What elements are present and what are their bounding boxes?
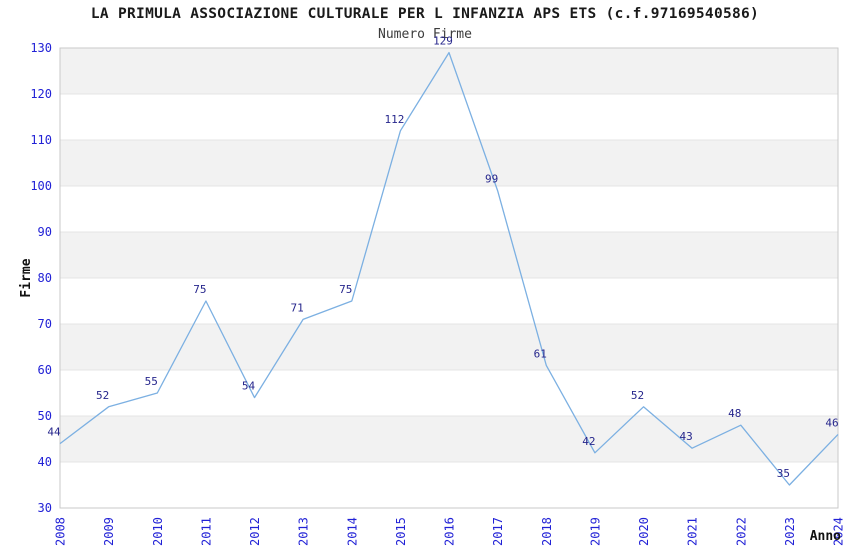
x-tick-label: 2008 — [54, 517, 68, 546]
x-tick-label: 2021 — [686, 517, 700, 546]
x-tick-label: 2011 — [199, 517, 213, 546]
data-point-label: 55 — [145, 375, 158, 388]
x-tick-label: 2024 — [832, 517, 846, 546]
y-tick-label: 70 — [38, 317, 52, 331]
background-band — [60, 140, 838, 186]
y-axis-label: Firme — [19, 258, 34, 297]
y-tick-label: 100 — [30, 179, 52, 193]
x-tick-label: 2013 — [297, 517, 311, 546]
y-tick-label: 80 — [38, 271, 52, 285]
background-band — [60, 324, 838, 370]
x-tick-label: 2009 — [102, 517, 116, 546]
x-tick-label: 2015 — [394, 517, 408, 546]
y-tick-label: 120 — [30, 87, 52, 101]
data-point-label: 42 — [582, 435, 595, 448]
y-tick-label: 90 — [38, 225, 52, 239]
background-band — [60, 232, 838, 278]
x-tick-label: 2020 — [637, 517, 651, 546]
x-tick-label: 2012 — [248, 517, 262, 546]
x-tick-label: 2022 — [734, 517, 748, 546]
x-tick-label: 2017 — [491, 517, 505, 546]
data-point-label: 46 — [825, 416, 838, 429]
data-point-label: 99 — [485, 173, 498, 186]
y-tick-label: 40 — [38, 455, 52, 469]
data-line — [59, 51, 839, 486]
x-axis-label: Anno — [810, 529, 841, 544]
data-point-label: 54 — [242, 380, 256, 393]
y-tick-label: 130 — [30, 41, 52, 55]
chart-title: LA PRIMULA ASSOCIAZIONE CULTURALE PER L … — [90, 6, 760, 22]
y-tick-label: 30 — [38, 501, 52, 515]
data-point-label: 112 — [384, 113, 404, 126]
plot-border — [59, 47, 839, 509]
data-point-label: 129 — [433, 35, 453, 48]
data-point-label: 52 — [96, 389, 109, 402]
y-tick-label: 60 — [38, 363, 52, 377]
data-point-label: 75 — [193, 283, 206, 296]
y-tick-label: 50 — [38, 409, 52, 423]
data-point-label: 52 — [631, 389, 644, 402]
background-band — [60, 416, 838, 462]
x-tick-label: 2018 — [540, 517, 554, 546]
data-point-label: 43 — [679, 430, 692, 443]
data-point-label: 48 — [728, 407, 741, 420]
x-tick-label: 2010 — [151, 517, 165, 546]
data-point-label: 71 — [290, 301, 303, 314]
x-tick-label: 2019 — [588, 517, 602, 546]
data-point-label: 61 — [534, 347, 547, 360]
y-tick-label: 110 — [30, 133, 52, 147]
x-tick-label: 2016 — [443, 517, 457, 546]
data-point-label: 35 — [777, 467, 790, 480]
data-point-label: 44 — [47, 426, 61, 439]
x-tick-label: 2014 — [345, 517, 359, 546]
chart-subtitle: Numero Firme — [378, 27, 472, 42]
data-point-label: 75 — [339, 283, 352, 296]
background-band — [60, 48, 838, 94]
x-tick-label: 2023 — [783, 517, 797, 546]
